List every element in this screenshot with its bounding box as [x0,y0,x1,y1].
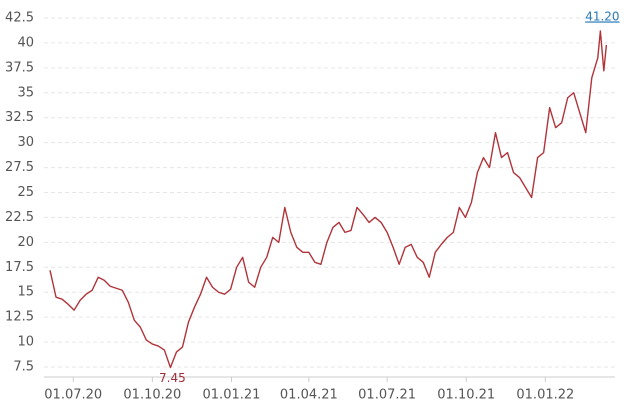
x-tick-label: 01.07.20 [44,388,102,403]
x-tick-label: 01.07.21 [358,388,416,403]
y-tick-label: 15 [17,285,34,300]
y-tick-label: 40 [17,35,34,50]
x-tick-label: 01.10.20 [123,388,181,403]
y-tick-label: 17.5 [5,260,34,275]
y-tick-label: 25 [17,185,34,200]
y-tick-label: 10 [17,335,34,350]
y-tick-label: 27.5 [5,160,34,175]
annotation: 7.45 [159,371,186,385]
y-tick-label: 35 [17,85,34,100]
y-tick-label: 12.5 [5,310,34,325]
x-tick-label: 01.10.21 [437,388,495,403]
annotation: 41.20 [585,9,619,23]
y-tick-label: 42.5 [5,10,34,25]
y-tick-label: 22.5 [5,210,34,225]
y-tick-label: 7.5 [13,360,34,375]
price-line [49,30,608,369]
y-tick-label: 30 [17,135,34,150]
x-tick-label: 01.01.22 [516,388,574,403]
y-tick-label: 20 [17,235,34,250]
x-tick-label: 01.01.21 [203,388,261,403]
x-tick-label: 01.04.21 [280,388,338,403]
y-tick-label: 32.5 [5,110,34,125]
y-tick-label: 37.5 [5,60,34,75]
